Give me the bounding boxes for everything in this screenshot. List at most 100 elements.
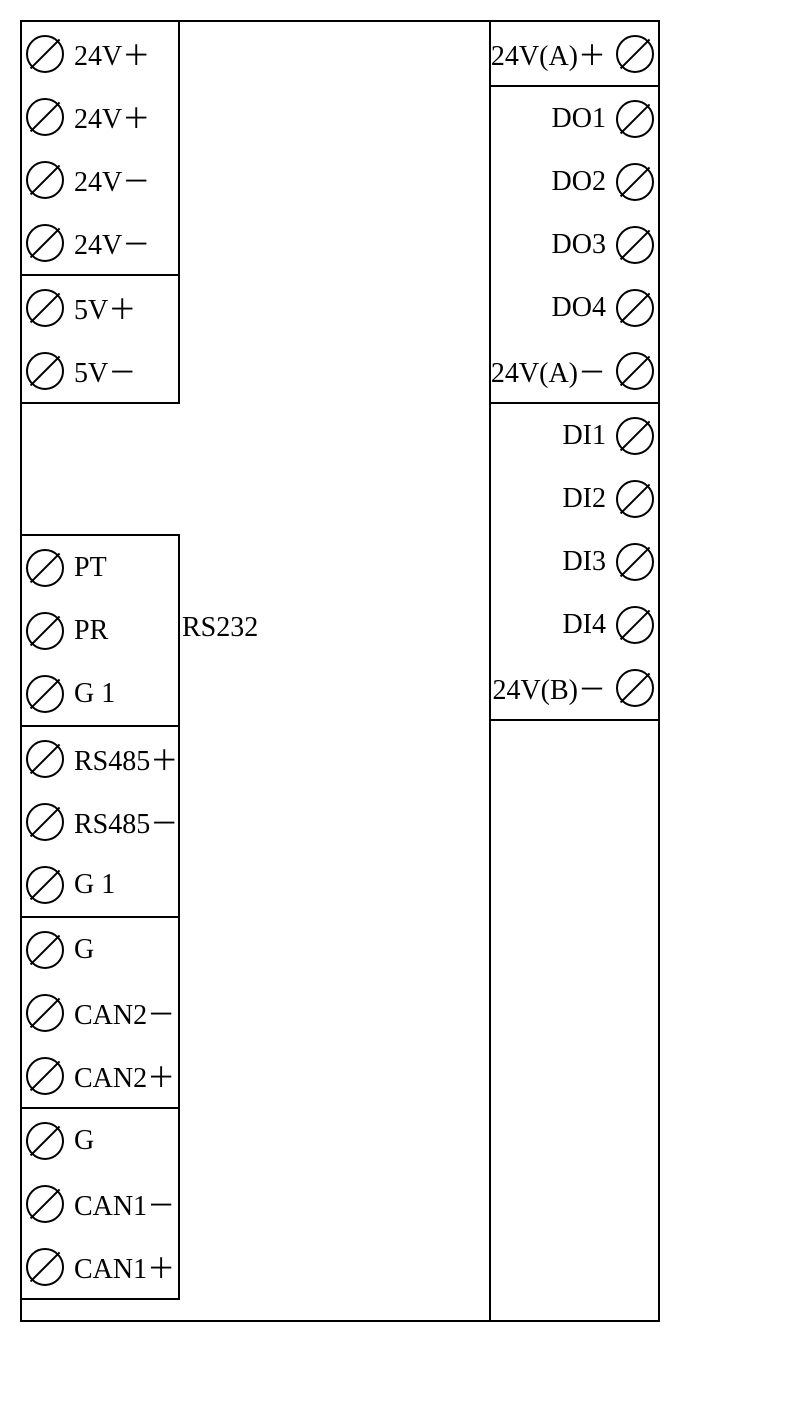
screw-terminal-icon — [26, 612, 64, 650]
terminal-label: DI3 — [562, 546, 606, 578]
terminal-row: DO2 — [491, 150, 658, 213]
terminal-label: DO3 — [552, 229, 606, 261]
terminal-label: PT — [74, 552, 107, 584]
screw-terminal-icon — [26, 549, 64, 587]
terminal-label: CAN2＋ — [74, 1056, 175, 1096]
terminal-label: G 1 — [74, 678, 115, 710]
rs232-label: RS232 — [182, 612, 258, 644]
terminal-label: CAN2－ — [74, 993, 175, 1033]
screw-terminal-icon — [616, 226, 654, 264]
screw-terminal-icon — [26, 1122, 64, 1160]
screw-terminal-icon — [26, 98, 64, 136]
screw-terminal-icon — [26, 866, 64, 904]
terminal-row: DO4 — [491, 276, 658, 339]
terminal-row: G 1 — [22, 853, 178, 916]
left-terminal-group: RS485＋ RS485－ G 1 — [22, 725, 180, 918]
terminal-row: RS485－ — [22, 790, 178, 853]
terminal-label: 24V(B)－ — [492, 668, 606, 708]
terminal-label: RS485＋ — [74, 739, 178, 779]
terminal-row: DO1 — [491, 87, 658, 150]
terminal-row: DI4 — [491, 593, 658, 656]
right-terminal-group: 24V(A)＋ — [489, 22, 658, 87]
terminal-label: 24V－ — [74, 160, 150, 200]
terminal-label: 24V＋ — [74, 97, 150, 137]
terminal-row: 24V－ — [22, 211, 178, 274]
screw-terminal-icon — [26, 675, 64, 713]
terminal-row: 24V(B)－ — [491, 656, 658, 719]
terminal-module: 24V＋24V＋24V－24V－5V＋5V－PTPRG 1RS485＋RS485… — [20, 20, 660, 1322]
terminal-label: G 1 — [74, 869, 115, 901]
terminal-label: 5V－ — [74, 351, 136, 391]
terminal-label: DO4 — [552, 292, 606, 324]
terminal-row: G 1 — [22, 662, 178, 725]
terminal-row: G — [22, 918, 178, 981]
terminal-row: 24V－ — [22, 148, 178, 211]
left-terminal-group: 24V＋ 24V＋ 24V－ 24V－ — [22, 22, 180, 276]
terminal-label: 24V(A)＋ — [491, 34, 606, 74]
terminal-row: CAN1＋ — [22, 1235, 178, 1298]
terminal-label: 24V＋ — [74, 34, 150, 74]
screw-terminal-icon — [26, 352, 64, 390]
screw-terminal-icon — [616, 35, 654, 73]
screw-terminal-icon — [616, 100, 654, 138]
terminal-label: DO1 — [552, 103, 606, 135]
screw-terminal-icon — [26, 35, 64, 73]
terminal-row: PT — [22, 536, 178, 599]
right-spacer — [489, 721, 535, 1321]
right-terminal-column: 24V(A)＋ DO1 DO2 DO3 DO4 24V(A)－ DI1 DI2 DI3 DI4 24… — [489, 22, 658, 1321]
terminal-label: DI2 — [562, 483, 606, 515]
screw-terminal-icon — [616, 543, 654, 581]
screw-terminal-icon — [26, 224, 64, 262]
terminal-label: G — [74, 934, 94, 966]
screw-terminal-icon — [616, 289, 654, 327]
terminal-row: G — [22, 1109, 178, 1172]
screw-terminal-icon — [26, 931, 64, 969]
left-terminal-group: 5V＋ 5V－ — [22, 274, 180, 404]
screw-terminal-icon — [616, 417, 654, 455]
screw-terminal-icon — [26, 803, 64, 841]
terminal-row: 24V＋ — [22, 22, 178, 85]
left-spacer — [22, 404, 180, 536]
terminal-row: 5V－ — [22, 339, 178, 402]
terminal-row: 24V＋ — [22, 85, 178, 148]
screw-terminal-icon — [616, 606, 654, 644]
right-terminal-group: DI1 DI2 DI3 DI4 24V(B)－ — [489, 402, 658, 721]
terminal-label: CAN1－ — [74, 1184, 175, 1224]
right-terminal-group: DO1 DO2 DO3 DO4 24V(A)－ — [489, 85, 658, 404]
screw-terminal-icon — [616, 352, 654, 390]
screw-terminal-icon — [616, 163, 654, 201]
terminal-row: DI3 — [491, 530, 658, 593]
terminal-row: DI1 — [491, 404, 658, 467]
screw-terminal-icon — [26, 994, 64, 1032]
left-terminal-group: G CAN2－ CAN2＋ — [22, 916, 180, 1109]
terminal-row: CAN2－ — [22, 981, 178, 1044]
terminal-row: CAN2＋ — [22, 1044, 178, 1107]
terminal-row: 24V(A)＋ — [491, 22, 658, 85]
left-terminal-column: 24V＋24V＋24V－24V－5V＋5V－PTPRG 1RS485＋RS485… — [22, 22, 180, 1300]
left-terminal-group: G CAN1－ CAN1＋ — [22, 1107, 180, 1300]
screw-terminal-icon — [26, 1248, 64, 1286]
terminal-row: DO3 — [491, 213, 658, 276]
terminal-row: PR — [22, 599, 178, 662]
screw-terminal-icon — [26, 1185, 64, 1223]
terminal-row: CAN1－ — [22, 1172, 178, 1235]
terminal-label: 5V＋ — [74, 288, 136, 328]
screw-terminal-icon — [616, 669, 654, 707]
screw-terminal-icon — [26, 1057, 64, 1095]
screw-terminal-icon — [26, 740, 64, 778]
terminal-label: 24V(A)－ — [491, 351, 606, 391]
terminal-label: DI4 — [562, 609, 606, 641]
terminal-label: 24V－ — [74, 223, 150, 263]
terminal-label: DI1 — [562, 420, 606, 452]
screw-terminal-icon — [26, 161, 64, 199]
terminal-label: PR — [74, 615, 108, 647]
screw-terminal-icon — [26, 289, 64, 327]
terminal-row: 24V(A)－ — [491, 339, 658, 402]
terminal-row: RS485＋ — [22, 727, 178, 790]
terminal-label: DO2 — [552, 166, 606, 198]
terminal-label: G — [74, 1125, 94, 1157]
terminal-row: DI2 — [491, 467, 658, 530]
terminal-row: 5V＋ — [22, 276, 178, 339]
terminal-label: RS485－ — [74, 802, 178, 842]
terminal-label: CAN1＋ — [74, 1247, 175, 1287]
